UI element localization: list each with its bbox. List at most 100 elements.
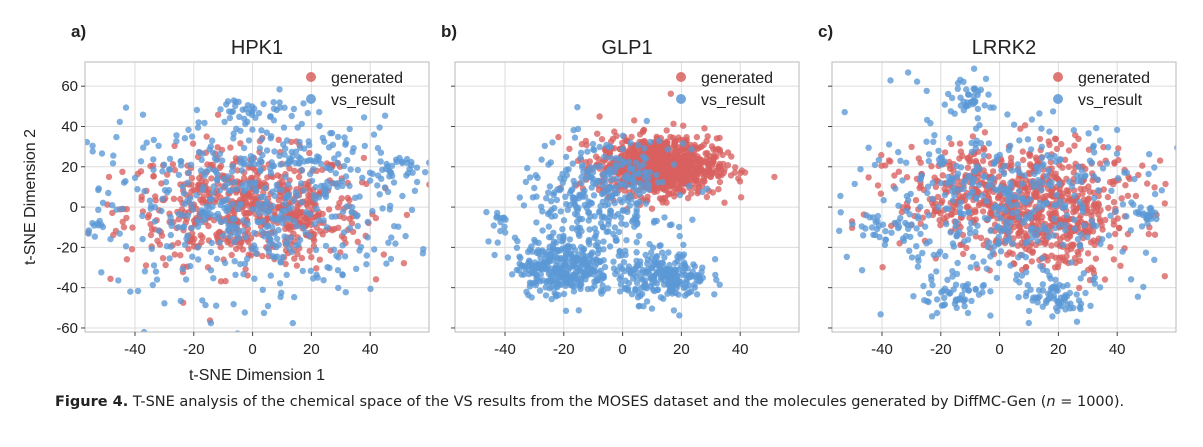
point-vs_result [546, 234, 553, 241]
point-vs_result [149, 334, 155, 340]
point-vs_result [189, 253, 196, 260]
point-vs_result [89, 220, 96, 227]
point-vs_result [109, 202, 116, 209]
point-vs_result [343, 203, 351, 210]
point-generated [1097, 207, 1104, 214]
point-vs_result [210, 189, 217, 196]
point-vs_result [964, 236, 972, 243]
point-generated [296, 209, 304, 216]
point-vs_result [166, 155, 174, 162]
point-vs_result [667, 266, 674, 273]
point-vs_result [914, 263, 922, 270]
point-generated [678, 145, 686, 153]
point-vs_result [194, 124, 202, 131]
point-generated [204, 161, 211, 168]
point-vs_result [874, 218, 881, 225]
point-vs_result [346, 125, 353, 133]
point-vs_result [637, 284, 645, 292]
point-vs_result [971, 86, 978, 94]
point-vs_result [1015, 188, 1023, 195]
point-vs_result [287, 234, 295, 241]
point-generated [304, 203, 311, 210]
point-vs_result [548, 213, 555, 220]
point-vs_result [596, 143, 603, 151]
point-generated [671, 146, 678, 153]
point-vs_result [194, 223, 202, 230]
point-vs_result [559, 226, 566, 233]
point-vs_result [383, 160, 390, 168]
point-vs_result [585, 217, 592, 224]
point-generated [1043, 192, 1050, 200]
point-vs_result [281, 104, 288, 111]
point-vs_result [553, 196, 561, 204]
point-vs_result [1093, 124, 1100, 132]
point-vs_result [98, 150, 106, 157]
point-vs_result [122, 178, 129, 185]
point-vs_result [980, 258, 987, 265]
point-vs_result [670, 307, 678, 314]
point-vs_result [364, 218, 371, 226]
point-generated [1065, 163, 1073, 171]
point-vs_result [1047, 275, 1054, 282]
point-vs_result [906, 247, 913, 254]
point-vs_result [485, 238, 492, 245]
point-vs_result [1022, 269, 1030, 276]
point-vs_result [232, 271, 239, 278]
point-vs_result [349, 204, 356, 211]
point-vs_result [354, 166, 361, 174]
point-generated [275, 136, 282, 143]
point-vs_result [608, 176, 615, 183]
point-vs_result [642, 200, 650, 207]
point-vs_result [364, 234, 371, 241]
point-vs_result [528, 269, 536, 276]
point-vs_result [924, 189, 931, 197]
point-vs_result [581, 187, 588, 194]
point-generated [626, 148, 633, 156]
point-vs_result [648, 275, 655, 282]
point-vs_result [1077, 231, 1085, 238]
point-generated [1052, 209, 1059, 217]
point-vs_result [937, 179, 945, 187]
point-vs_result [217, 106, 224, 113]
point-generated [972, 208, 979, 216]
point-vs_result [621, 174, 628, 181]
point-vs_result [580, 246, 587, 254]
x-tick-label: -20 [553, 341, 575, 358]
point-vs_result [209, 203, 216, 210]
point-vs_result [857, 166, 864, 173]
point-vs_result [242, 105, 249, 113]
point-vs_result [1112, 208, 1120, 215]
point-generated [596, 113, 603, 120]
point-generated [308, 254, 315, 261]
point-vs_result [339, 182, 346, 189]
point-vs_result [987, 227, 994, 234]
point-vs_result [11, 186, 17, 192]
point-vs_result [516, 194, 523, 201]
point-vs_result [522, 178, 530, 186]
point-vs_result [346, 182, 353, 190]
point-vs_result [1091, 149, 1098, 156]
point-vs_result [964, 281, 972, 288]
point-vs_result [1105, 232, 1113, 239]
point-vs_result [581, 201, 588, 209]
point-generated [1028, 258, 1036, 265]
point-vs_result [656, 137, 663, 145]
point-vs_result [531, 184, 538, 192]
point-vs_result [147, 205, 154, 212]
chart-title: HPK1 [231, 37, 283, 59]
point-vs_result [966, 225, 973, 232]
point-vs_result [613, 175, 620, 183]
point-vs_result [607, 154, 615, 162]
point-vs_result [614, 267, 621, 275]
point-vs_result [627, 270, 634, 277]
point-generated [1107, 244, 1114, 251]
point-vs_result [592, 232, 599, 240]
point-vs_result [139, 111, 147, 118]
point-generated [1021, 122, 1029, 129]
point-vs_result [1107, 212, 1114, 219]
point-vs_result [950, 286, 957, 293]
point-generated [203, 133, 210, 140]
point-vs_result [897, 157, 904, 164]
point-vs_result [965, 91, 972, 98]
